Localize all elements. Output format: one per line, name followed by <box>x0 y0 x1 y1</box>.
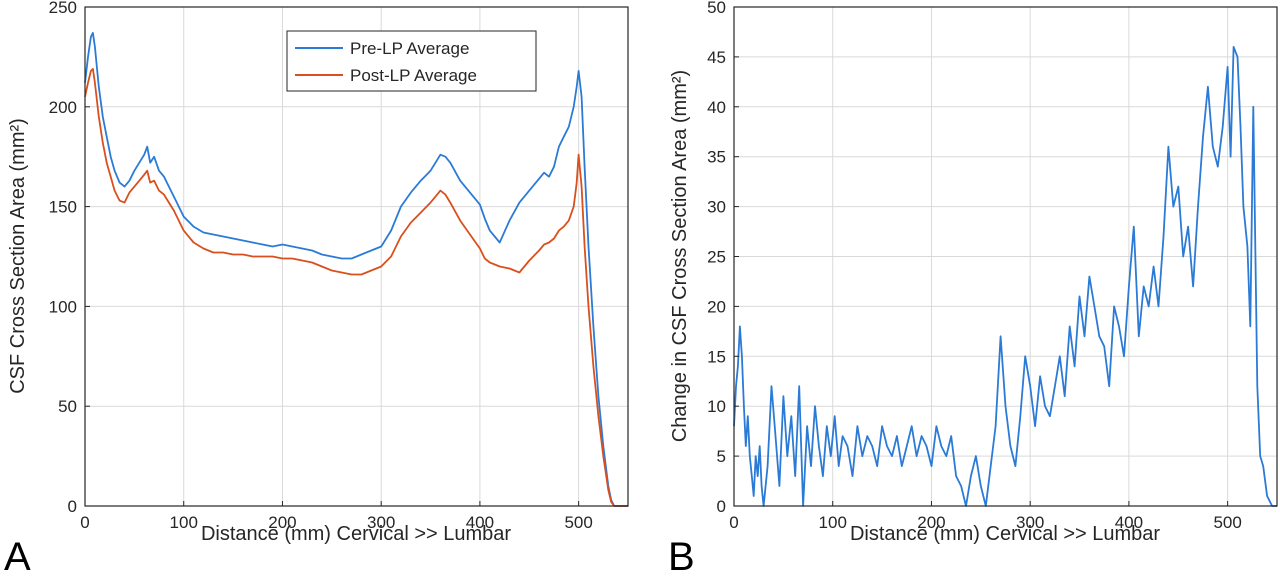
panel-b-x-ticks: 0 100 200 300 400 500 <box>729 501 1242 532</box>
panel-a-legend: Pre-LP Average Post-LP Average <box>286 30 537 92</box>
y-tick-label: 20 <box>707 297 726 316</box>
panel-b-letter: B <box>668 535 695 574</box>
x-tick-label: 100 <box>170 513 198 532</box>
panel-a-letter: A <box>4 535 31 574</box>
x-tick-label: 0 <box>80 513 89 532</box>
series-line-post-lp-average <box>84 68 628 507</box>
series-line-pre-lp-average <box>84 32 628 507</box>
x-tick-label: 400 <box>466 513 494 532</box>
panel-b-xlabel: Distance (mm) Cervical >> Lumbar <box>850 523 1160 545</box>
panel-b-series <box>733 46 1277 507</box>
y-tick-label: 25 <box>707 248 726 267</box>
x-tick-label: 0 <box>729 513 738 532</box>
panel-a-chart: 0 100 200 300 400 500 0 50 100 150 200 250 Distanc… <box>4 0 629 579</box>
panel-a-x-ticks: 0 100 200 300 400 500 <box>80 501 593 532</box>
panel-b-y-ticks: 0 5 10 15 20 25 30 35 40 45 50 <box>707 0 739 516</box>
legend-label-pre: Pre-LP Average <box>350 39 469 58</box>
x-tick-label: 500 <box>1213 513 1241 532</box>
y-tick-label: 0 <box>68 497 77 516</box>
y-tick-label: 250 <box>49 0 77 17</box>
panel-a-xlabel: Distance (mm) Cervical >> Lumbar <box>201 523 511 545</box>
panel-a-y-ticks: 0 50 100 150 200 250 <box>49 0 90 516</box>
x-tick-label: 400 <box>1115 513 1143 532</box>
x-tick-label: 500 <box>564 513 592 532</box>
x-tick-label: 300 <box>1016 513 1044 532</box>
y-tick-label: 200 <box>49 98 77 117</box>
y-tick-label: 30 <box>707 198 726 217</box>
legend-box <box>286 30 537 92</box>
panel-a-ylabel: CSF Cross Section Area (mm²) <box>7 118 29 394</box>
panel-a-axes-frame <box>84 6 629 507</box>
y-tick-label: 100 <box>49 297 77 316</box>
x-tick-label: 300 <box>367 513 395 532</box>
y-tick-label: 45 <box>707 48 726 67</box>
series-line-change-0 <box>733 46 1277 507</box>
y-tick-label: 50 <box>58 397 77 416</box>
x-tick-label: 200 <box>917 513 945 532</box>
panel-a-series <box>84 32 628 507</box>
panel-b-grid <box>734 7 1277 506</box>
y-tick-label: 15 <box>707 347 726 366</box>
y-tick-label: 50 <box>707 0 726 17</box>
panel-b-ylabel: Change in CSF Cross Section Area (mm²) <box>669 70 691 442</box>
y-tick-label: 0 <box>717 497 726 516</box>
x-tick-label: 200 <box>268 513 296 532</box>
y-tick-label: 40 <box>707 98 726 117</box>
y-tick-label: 10 <box>707 397 726 416</box>
y-tick-label: 150 <box>49 198 77 217</box>
y-tick-label: 5 <box>717 447 726 466</box>
x-tick-label: 100 <box>819 513 847 532</box>
y-tick-label: 35 <box>707 148 726 167</box>
panel-b-chart: 0 100 200 300 400 500 0 5 10 15 20 25 30 35 40 45 50 Di… <box>668 0 1278 579</box>
legend-label-post: Post-LP Average <box>350 66 477 85</box>
